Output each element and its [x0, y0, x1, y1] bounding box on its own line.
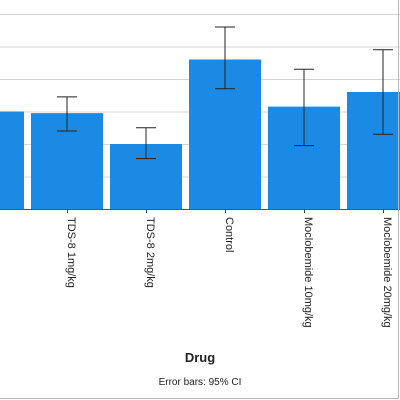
bars: [0, 59, 400, 209]
bar: [347, 92, 400, 209]
x-tick-label: TDS-8 1mg/kg: [65, 217, 77, 288]
bar: [0, 111, 24, 209]
x-ticks: [0, 209, 400, 213]
error-bar-note: Error bars: 95% CI: [158, 377, 242, 388]
x-tick-label: Moclobemide 20mg/kg: [381, 217, 393, 328]
x-axis-title: Drug: [184, 350, 216, 365]
x-tick-label: TDS-8 2mg/kg: [144, 217, 156, 288]
x-tick-labels: TDS-8 1mg/kg TDS-8 2mg/kg Control Moclobemi…: [65, 217, 393, 328]
error-bars: [57, 26, 393, 160]
x-tick-label: Moclobemide 10mg/kg: [302, 217, 314, 328]
x-tick-label: Control: [223, 217, 235, 252]
